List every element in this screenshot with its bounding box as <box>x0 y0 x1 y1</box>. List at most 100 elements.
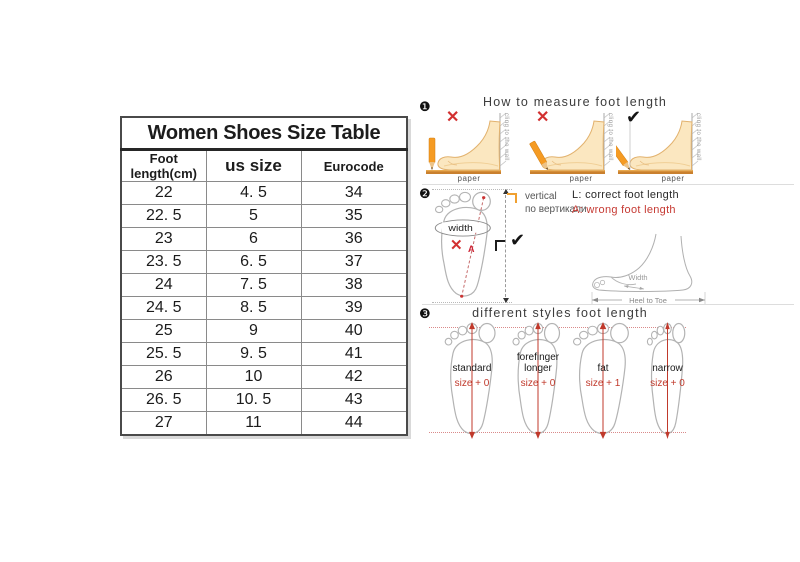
vertical-label-en: vertical <box>525 191 557 202</box>
column-header-eurocode: Eurocode <box>300 149 408 182</box>
foot-style-forefinger-longer: forefinger longer size + 0 <box>510 321 566 440</box>
top-guide-line <box>432 189 512 190</box>
table-row: 23 6 36 <box>120 227 408 251</box>
cell-eurocode: 40 <box>300 319 408 343</box>
cell-eurocode: 36 <box>300 227 408 251</box>
wall-label: cling to the wall <box>503 113 509 161</box>
cell-us-size: 9. 5 <box>205 342 302 366</box>
section-divider <box>422 304 794 305</box>
paper-label: paper <box>457 174 481 183</box>
column-header-us-size: us size <box>205 149 302 182</box>
wall-label: cling to the wall <box>607 113 613 161</box>
cell-foot-length: 24. 5 <box>120 296 207 320</box>
cell-us-size: 4. 5 <box>205 181 302 205</box>
table-row: 22 4. 5 34 <box>120 181 408 205</box>
correct-check-icon: ✔ <box>626 107 642 127</box>
table-row: 26 10 42 <box>120 365 408 389</box>
foot-side-illustration <box>616 112 699 174</box>
pencil-icon <box>528 140 552 172</box>
table-header-row: Foot length(cm) us size Eurocode <box>120 149 408 182</box>
heel-to-toe-label: Heel to Toe <box>629 296 667 305</box>
foot-outline <box>646 322 686 439</box>
foot-style-fat: fat size + 1 <box>570 321 636 440</box>
step-2-marker: ❷ <box>419 186 431 201</box>
pencil-icon <box>428 137 436 171</box>
cell-eurocode: 41 <box>300 342 408 366</box>
style-size-adjust: size + 1 <box>585 378 621 389</box>
cell-foot-length: 23 <box>120 227 207 251</box>
style-size-adjust: size + 0 <box>650 378 685 389</box>
correct-check-icon: ✔ <box>510 230 526 250</box>
table-row: 22. 5 5 35 <box>120 204 408 228</box>
cell-foot-length: 25 <box>120 319 207 343</box>
section-1-heading: How to measure foot length <box>482 95 668 109</box>
side-width-label: Width <box>628 273 647 282</box>
measure-figure-correct: ✔ paper cling to the wall <box>616 108 710 196</box>
table-row: 24. 5 8. 5 39 <box>120 296 408 320</box>
cell-eurocode: 39 <box>300 296 408 320</box>
cell-foot-length: 26. 5 <box>120 388 207 412</box>
cell-us-size: 6 <box>205 227 302 251</box>
step-3-marker: ❸ <box>419 306 431 321</box>
table-row: 25. 5 9. 5 41 <box>120 342 408 366</box>
foot-outline <box>444 322 496 439</box>
bottom-guide-line <box>432 302 512 303</box>
cell-us-size: 5 <box>205 204 302 228</box>
cell-foot-length: 24 <box>120 273 207 297</box>
width-label: width <box>447 223 472 233</box>
arrow-up-icon <box>502 189 509 194</box>
foot-style-standard: standard size + 0 <box>442 321 502 440</box>
wrong-letter-a: A <box>468 244 475 254</box>
table-row: 24 7. 5 38 <box>120 273 408 297</box>
foot-style-narrow: narrow size + 0 <box>645 321 690 440</box>
style-name: standard <box>452 362 492 374</box>
style-name: narrow <box>652 362 683 374</box>
heel-to-toe-illustration: Width Heel to Toe <box>591 233 706 305</box>
paper-label: paper <box>569 174 593 183</box>
wrong-x-icon: ✕ <box>536 109 550 126</box>
table-title: Women Shoes Size Table <box>120 116 408 151</box>
correct-l-icon <box>495 240 505 251</box>
vertical-label-ru: по вертикали <box>525 204 587 215</box>
table-title-row: Women Shoes Size Table <box>120 116 408 151</box>
table-row: 27 11 44 <box>120 411 408 436</box>
cell-us-size: 10. 5 <box>205 388 302 412</box>
cell-foot-length: 23. 5 <box>120 250 207 274</box>
cell-us-size: 10 <box>205 365 302 389</box>
arrow-down-icon <box>502 298 509 303</box>
style-name: fat <box>597 362 609 374</box>
cell-us-size: 8. 5 <box>205 296 302 320</box>
column-header-foot-length: Foot length(cm) <box>120 149 207 182</box>
width-ellipse <box>434 219 491 237</box>
cell-us-size: 9 <box>205 319 302 343</box>
measure-figure-wrong-1: ✕ paper cling to the wall <box>424 108 518 196</box>
wrong-x-icon: ✕ <box>450 237 463 254</box>
style-size-adjust: size + 0 <box>520 378 556 389</box>
heel-reference-line <box>429 432 686 433</box>
section-3-heading: different styles foot length <box>472 306 648 320</box>
step-1-marker: ❶ <box>419 99 431 114</box>
foot-outline <box>572 322 629 439</box>
cell-foot-length: 27 <box>120 411 207 436</box>
cell-eurocode: 44 <box>300 411 408 436</box>
cell-us-size: 11 <box>205 411 302 436</box>
legend-wrong: A: wrong foot length <box>572 204 676 216</box>
cell-eurocode: 43 <box>300 388 408 412</box>
cell-foot-length: 22 <box>120 181 207 205</box>
wrong-x-icon: ✕ <box>446 109 460 126</box>
perpendicular-icon <box>507 193 517 203</box>
table-row: 23. 5 6. 5 37 <box>120 250 408 274</box>
table-row: 25 9 40 <box>120 319 408 343</box>
foot-top-view-illustration: width <box>434 191 491 298</box>
style-name: forefinger longer <box>516 352 560 374</box>
cell-eurocode: 34 <box>300 181 408 205</box>
cell-eurocode: 37 <box>300 250 408 274</box>
cell-eurocode: 35 <box>300 204 408 228</box>
section-divider <box>422 184 794 185</box>
size-table: Women Shoes Size Table Foot length(cm) u… <box>120 116 408 436</box>
cell-us-size: 6. 5 <box>205 250 302 274</box>
cell-us-size: 7. 5 <box>205 273 302 297</box>
cell-eurocode: 42 <box>300 365 408 389</box>
vertical-measure-line <box>502 189 509 303</box>
